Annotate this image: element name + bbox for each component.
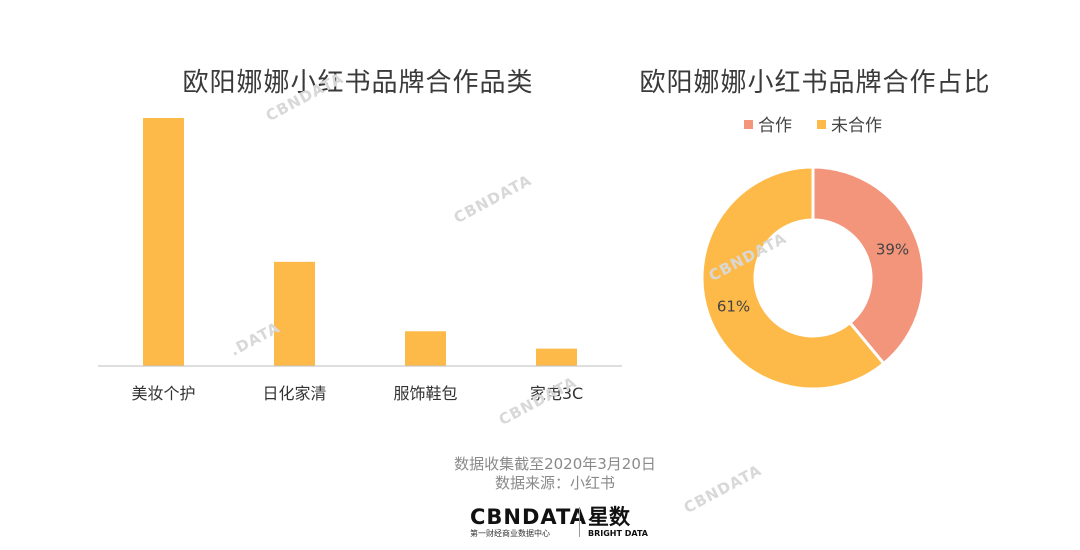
- data-date-note: 数据收集截至2020年3月20日: [454, 455, 656, 473]
- cbndata-logo-subtext: 第一财经商业数据中心: [470, 529, 550, 538]
- data-source-note: 数据来源：小红书: [494, 474, 615, 492]
- x-tick-label: 美妆个护: [131, 384, 195, 403]
- star-logo-text: 星数: [588, 505, 630, 529]
- bar-1: [143, 118, 184, 366]
- bar-4: [536, 348, 577, 366]
- star-logo-subtext: BRIGHT DATA: [588, 529, 648, 538]
- donut-slice-1: [811, 165, 926, 366]
- logo-divider: [579, 507, 580, 537]
- cbndata-logo-text: CBNDATA: [470, 505, 587, 529]
- bar-2: [274, 261, 315, 366]
- donut-slice-2: [700, 165, 886, 391]
- x-tick-label: 服饰鞋包: [393, 384, 457, 403]
- cbndata-logo: CBNDATA 第一财经商业数据中心: [470, 505, 590, 539]
- legend-swatch: [744, 120, 753, 129]
- donut-data-label: 39%: [876, 240, 909, 258]
- donut-chart: 39% 61% 合作 未合作: [700, 116, 926, 391]
- legend-swatch: [817, 120, 826, 129]
- donut-data-label: 61%: [717, 298, 750, 316]
- bar-chart-title: 欧阳娜娜小红书品牌合作品类: [182, 68, 534, 98]
- star-data-logo: 星数 BRIGHT DATA: [588, 505, 648, 539]
- bar-chart: 美妆个护 日化家清 服饰鞋包 家电3C: [98, 118, 622, 403]
- legend-label: 未合作: [831, 116, 882, 136]
- bar-3: [405, 331, 446, 366]
- legend-label: 合作: [758, 116, 792, 136]
- x-tick-label: 家电3C: [530, 384, 583, 403]
- donut-chart-title: 欧阳娜娜小红书品牌合作占比: [639, 68, 991, 98]
- x-tick-label: 日化家清: [262, 384, 326, 403]
